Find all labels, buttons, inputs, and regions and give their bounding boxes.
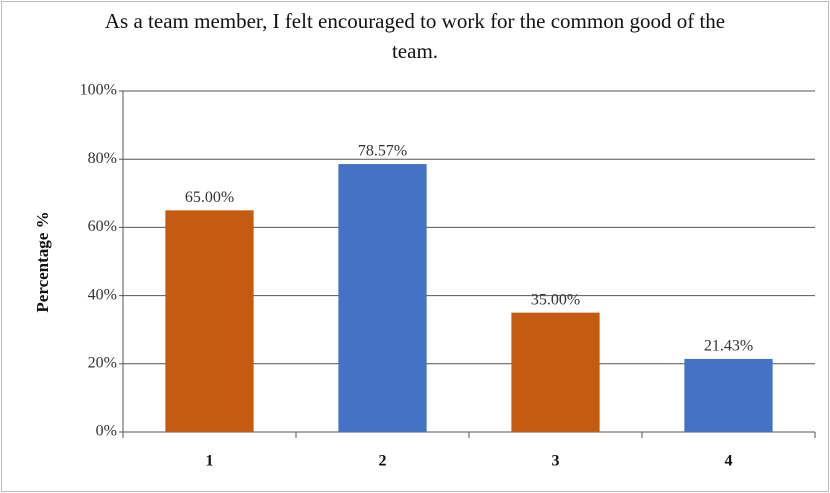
y-tick-label: 0% (96, 423, 117, 440)
y-tick-label: 60% (88, 218, 117, 235)
y-axis-label: Percentage % (33, 211, 52, 312)
value-label: 65.00% (185, 189, 234, 206)
bar (684, 358, 773, 432)
value-label: 78.57% (358, 143, 407, 160)
x-tick-label: 3 (552, 453, 560, 470)
value-label: 35.00% (531, 291, 580, 308)
bar (511, 312, 600, 432)
x-tick-label: 1 (206, 453, 214, 470)
x-tick-label: 2 (379, 453, 387, 470)
y-tick-label: 40% (88, 286, 117, 303)
value-label: 21.43% (704, 338, 753, 355)
chart-title: As a team member, I felt encouraged to w… (104, 9, 726, 63)
x-tick-label: 4 (725, 453, 733, 470)
y-tick-label: 80% (88, 150, 117, 167)
bar (165, 210, 254, 432)
bar (338, 164, 427, 432)
y-tick-label: 100% (80, 82, 117, 99)
y-tick-label: 20% (88, 354, 117, 371)
